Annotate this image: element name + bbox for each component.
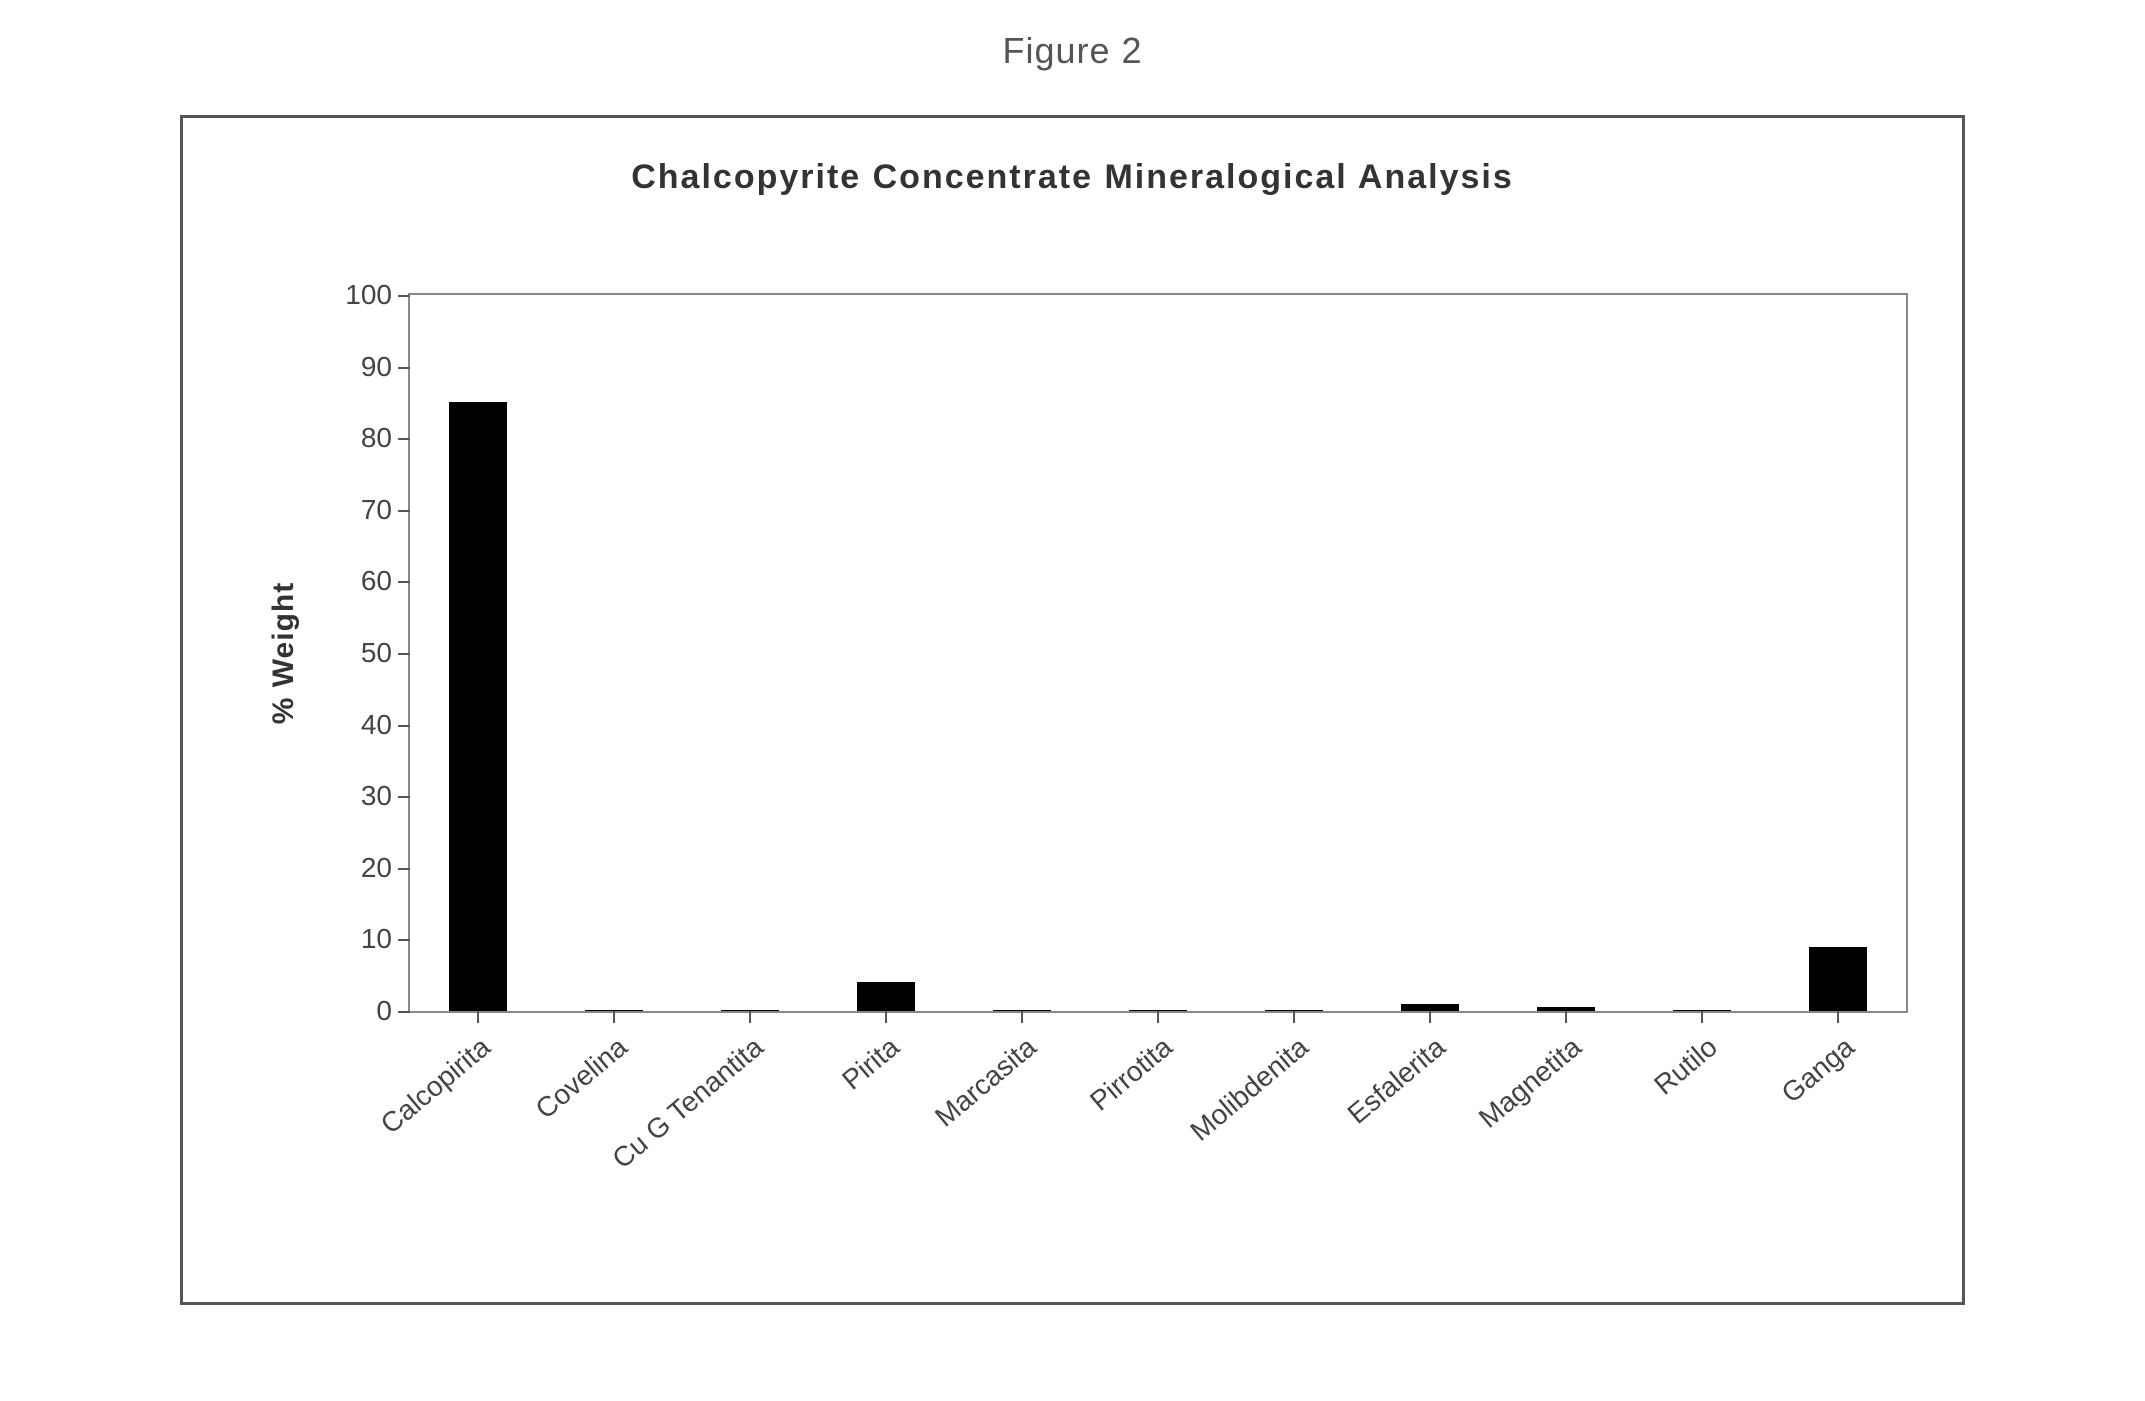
chart-frame: Chalcopyrite Concentrate Mineralogical A… — [180, 115, 1965, 1305]
x-category-label: Molibdenita — [1185, 1031, 1315, 1148]
y-tick — [398, 295, 410, 297]
x-category-label: Calcopirita — [375, 1031, 497, 1141]
y-tick-label: 20 — [361, 852, 392, 884]
x-labels-container: CalcopiritaCovelinaCu G TenantitaPiritaM… — [408, 1013, 1908, 1273]
y-tick-label: 40 — [361, 709, 392, 741]
x-category-label: Pirrotita — [1084, 1031, 1178, 1118]
y-tick-label: 90 — [361, 351, 392, 383]
bar — [1401, 1004, 1458, 1011]
y-tick — [398, 939, 410, 941]
y-tick-label: 50 — [361, 637, 392, 669]
x-category-label: Magnetita — [1473, 1031, 1588, 1135]
x-category-label: Esfalerita — [1341, 1031, 1451, 1131]
chart-title: Chalcopyrite Concentrate Mineralogical A… — [183, 158, 1962, 197]
y-tick — [398, 510, 410, 512]
x-category-label: Marcasita — [929, 1031, 1043, 1134]
x-category-label: Rutilo — [1649, 1031, 1724, 1102]
y-tick — [398, 868, 410, 870]
plot-area: 0102030405060708090100 — [408, 293, 1908, 1013]
bar — [1809, 947, 1866, 1011]
y-tick — [398, 653, 410, 655]
y-tick-label: 10 — [361, 923, 392, 955]
figure-label: Figure 2 — [0, 0, 2145, 72]
x-category-label: Ganga — [1775, 1031, 1860, 1110]
y-tick — [398, 367, 410, 369]
y-tick — [398, 725, 410, 727]
bar — [857, 982, 914, 1011]
y-tick-label: 60 — [361, 565, 392, 597]
y-tick — [398, 796, 410, 798]
bars-container — [410, 295, 1906, 1011]
x-category-label: Covelina — [529, 1031, 633, 1126]
y-tick-label: 80 — [361, 422, 392, 454]
bar — [449, 402, 506, 1011]
x-category-label: Pirita — [836, 1031, 905, 1097]
y-tick-label: 100 — [345, 279, 392, 311]
y-tick-label: 30 — [361, 780, 392, 812]
y-tick — [398, 438, 410, 440]
y-tick-label: 0 — [376, 995, 392, 1027]
plot-wrap: % Weight 0102030405060708090100 Calcopir… — [323, 293, 1908, 1013]
y-axis-label: % Weight — [267, 582, 301, 724]
y-tick-label: 70 — [361, 494, 392, 526]
y-tick — [398, 581, 410, 583]
